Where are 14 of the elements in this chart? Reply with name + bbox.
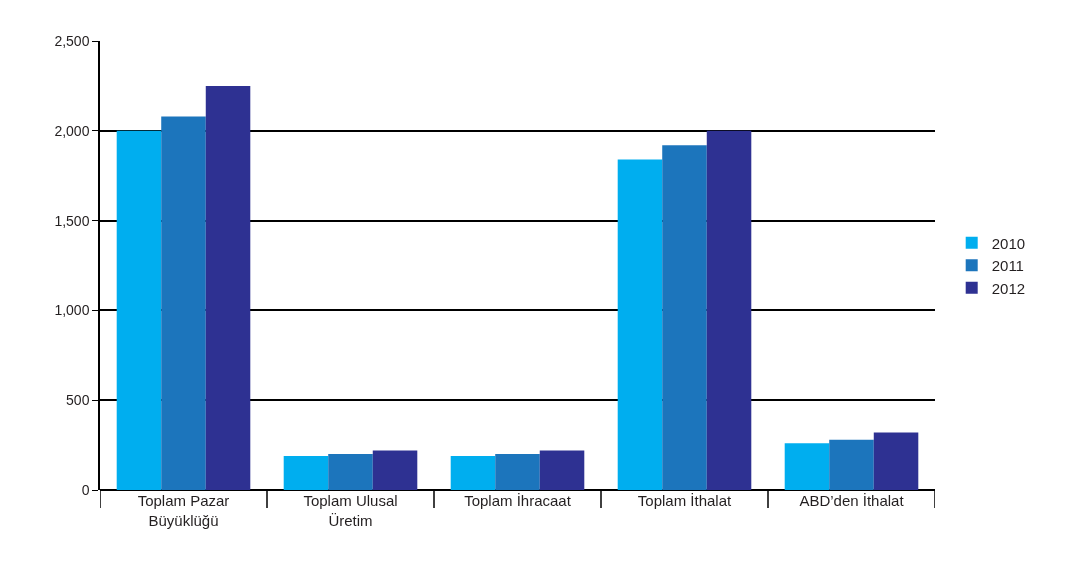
y-tick-label: 2,000 [54,122,90,139]
x-tick-label: Toplam Pazar Büyüklüğü [137,492,230,529]
x-tick-label: ABD’den İthalat [799,492,905,509]
y-tick-label: 1,000 [54,302,90,319]
y-tick-label: 0 [81,481,90,498]
legend-label: 2011 [991,257,1024,275]
legend-label: 2010 [991,234,1026,252]
x-tick-label: Toplam İthalat [637,492,733,509]
y-tick-label: 500 [66,392,90,409]
legend-label: 2012 [991,279,1026,297]
y-tick-label: 2,500 [54,32,90,49]
x-tick-label: Toplam İhracaat [464,492,572,509]
y-tick-label: 1,500 [54,212,90,229]
x-tick-label: Toplam Ulusal Üretim [303,492,398,529]
